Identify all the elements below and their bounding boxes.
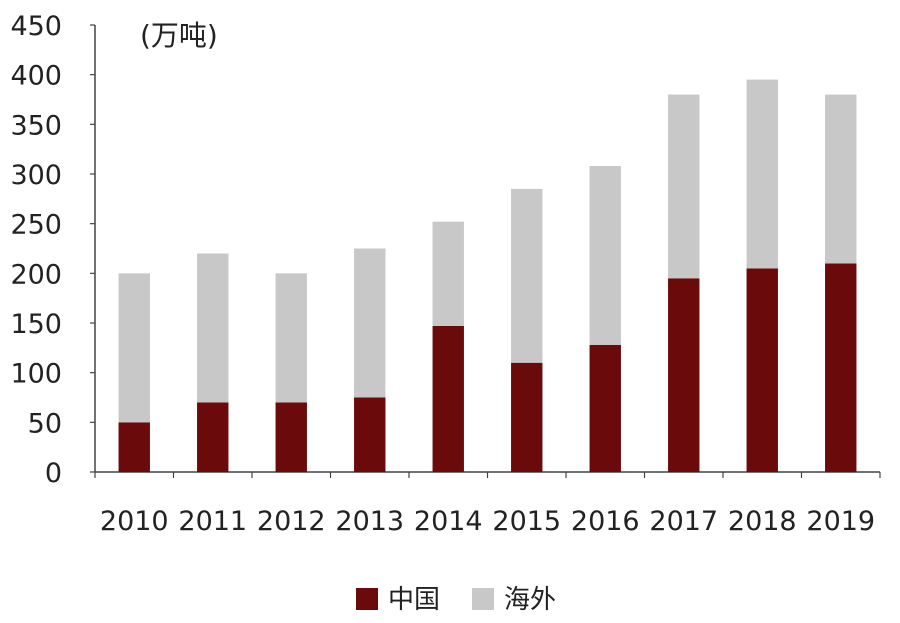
x-tick-label: 2017 [649, 506, 718, 537]
x-tick-label: 2019 [806, 506, 875, 537]
legend-swatch-overseas [472, 588, 494, 610]
y-tick-label: 200 [10, 259, 62, 290]
x-tick-label: 2016 [571, 506, 640, 537]
legend-label-china: 中国 [388, 585, 440, 615]
bars [118, 79, 857, 472]
bar-china [589, 344, 621, 472]
x-tick-label: 2012 [257, 506, 326, 537]
y-tick-label: 350 [10, 110, 62, 141]
bar-china [825, 263, 857, 472]
x-tick-label: 2013 [335, 506, 404, 537]
bar-overseas [275, 273, 307, 403]
bar-overseas [746, 79, 778, 269]
x-tick-label: 2010 [100, 506, 169, 537]
bar-china [511, 362, 543, 472]
bar-overseas [589, 166, 621, 345]
legend-label-overseas: 海外 [504, 585, 556, 615]
bar-china [746, 268, 778, 472]
bar-overseas [432, 221, 464, 326]
y-axis: 0 50 100 150 200 250 300 350 400 450 [10, 11, 96, 489]
y-tick-label: 150 [10, 309, 62, 340]
bar-overseas [197, 253, 229, 403]
bar-china [354, 397, 386, 472]
x-axis: 2010 2011 2012 2013 2014 2015 2016 2017 2018 2019 [94, 471, 881, 537]
y-tick-label: 400 [10, 61, 62, 92]
y-tick-label: 100 [10, 359, 62, 390]
y-tick-label: 0 [45, 458, 62, 489]
unit-label: (万吨) [140, 19, 218, 52]
legend-swatch-china [356, 588, 378, 610]
bar-overseas [668, 94, 700, 279]
bar-china [275, 402, 307, 472]
x-tick-label: 2014 [414, 506, 483, 537]
bar-china [668, 278, 700, 472]
y-tick-label: 50 [28, 408, 62, 439]
x-tick-label: 2018 [728, 506, 797, 537]
y-tick-label: 300 [10, 160, 62, 191]
bar-overseas [511, 188, 543, 363]
bar-overseas [354, 248, 386, 398]
x-tick-label: 2011 [178, 506, 247, 537]
y-tick-label: 450 [10, 11, 62, 42]
bar-overseas [825, 94, 857, 264]
x-tick-label: 2015 [492, 506, 561, 537]
bar-china [197, 402, 229, 472]
bar-overseas [118, 273, 150, 423]
y-tick-label: 250 [10, 210, 62, 241]
bar-china [118, 422, 150, 472]
bar-china [432, 325, 464, 472]
legend: 中国 海外 [356, 585, 556, 615]
